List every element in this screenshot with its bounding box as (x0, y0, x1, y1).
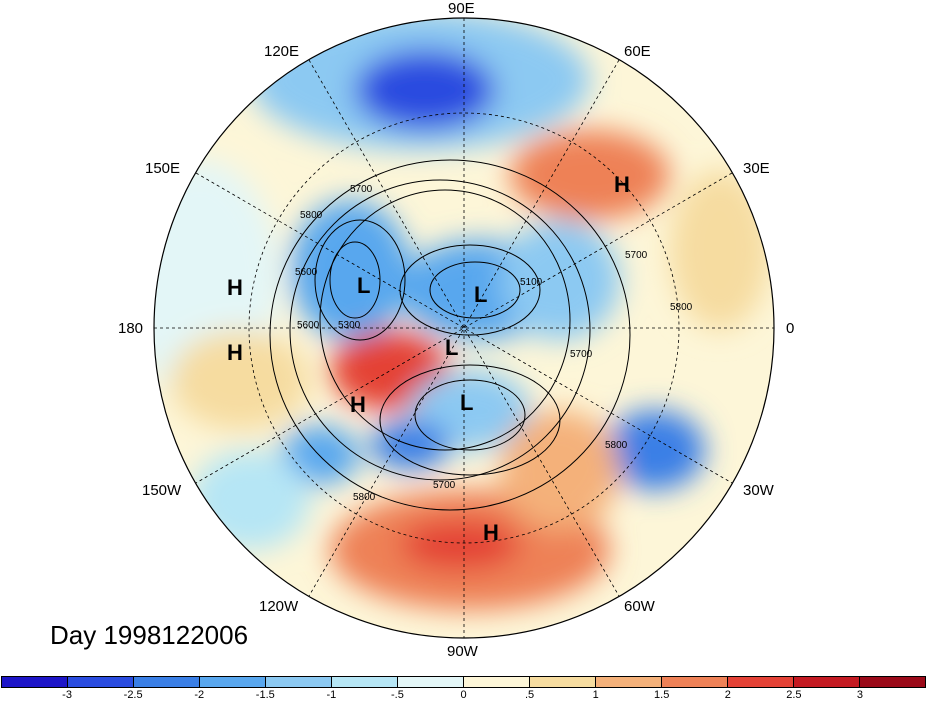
colorbar-swatch (200, 677, 266, 687)
contour-label: 5700 (350, 184, 373, 195)
high-pressure-label: H (483, 520, 499, 545)
colorbar-tick-label: -2 (194, 689, 205, 701)
contour-label: 5300 (338, 320, 361, 331)
contour-label: 5800 (353, 492, 376, 503)
low-pressure-label: L (474, 282, 487, 307)
lon-label-120e: 120E (264, 43, 300, 60)
low-pressure-label: L (445, 335, 458, 360)
colorbar-swatch (662, 677, 728, 687)
low-pressure-label: L (460, 390, 473, 415)
high-pressure-label: H (227, 275, 243, 300)
colorbar-swatch (134, 677, 200, 687)
lon-label-120w: 120W (259, 598, 299, 615)
colorbar-tick-label: 2 (724, 689, 731, 701)
pressure-centers: H H H H H L L L L (227, 172, 630, 545)
lon-label-150e: 150E (145, 160, 181, 177)
lon-label-180: 180 (118, 320, 144, 337)
colorbar-tick-label: -1 (326, 689, 337, 701)
lon-label-30w: 30W (743, 482, 774, 499)
height-contours (269, 159, 631, 511)
colorbar-tick-label: -1.5 (255, 689, 275, 701)
contour-label: 5600 (295, 267, 318, 278)
colorbar-tick-label: 3 (856, 689, 863, 701)
graticule (154, 18, 774, 638)
high-pressure-label: H (614, 172, 630, 197)
colorbar-swatch (68, 677, 134, 687)
colorbar-tick-label: .5 (524, 689, 535, 701)
high-pressure-label: H (350, 392, 366, 417)
colorbar-swatch (860, 677, 925, 687)
map-title: Day 1998122006 (50, 620, 249, 650)
lon-label-90w: 90W (447, 643, 478, 660)
contour-label: 5700 (625, 250, 648, 261)
contour-label: 5100 (520, 277, 543, 288)
colorbar-swatch (794, 677, 860, 687)
contour-label: 5700 (570, 349, 593, 360)
colorbar-tick-label: -3 (62, 689, 72, 701)
colorbar-tick-label: -2.5 (123, 689, 143, 701)
lon-label-60w: 60W (624, 598, 655, 615)
high-pressure-label: H (227, 340, 243, 365)
colorbar-tick-label: 1 (592, 689, 599, 701)
lon-label-30e: 30E (743, 160, 770, 177)
colorbar-swatch (2, 677, 68, 687)
contour-label: 5800 (605, 440, 628, 451)
lon-label-0: 0 (786, 320, 795, 337)
colorbar-swatch (530, 677, 596, 687)
contour-label: 5800 (670, 302, 693, 313)
colorbar (1, 676, 926, 688)
contour-label: 5700 (433, 480, 456, 491)
lon-label-60e: 60E (624, 43, 651, 60)
contour-label-group: 5700 5800 5600 5600 5300 5700 5700 5800 … (295, 184, 693, 503)
low-pressure-label: L (357, 273, 370, 298)
colorbar-swatch (398, 677, 464, 687)
colorbar-tick-label: 2.5 (786, 689, 802, 701)
contour-label: 5600 (297, 320, 320, 331)
colorbar-tick-label: -.5 (391, 689, 404, 701)
colorbar-swatch (596, 677, 662, 687)
globe-outline (153, 17, 775, 639)
colorbar-swatch (464, 677, 530, 687)
colorbar-tick-label: 1.5 (654, 689, 670, 701)
polar-map: 5700 5800 5600 5600 5300 5700 5700 5800 … (153, 17, 775, 639)
colorbar-swatch (266, 677, 332, 687)
colorbar-swatch (728, 677, 794, 687)
colorbar-swatch (332, 677, 398, 687)
colorbar-tick-label: 0 (460, 689, 467, 701)
lon-label-90e: 90E (448, 0, 475, 17)
lon-label-150w: 150W (142, 482, 182, 499)
contour-label: 5800 (300, 210, 323, 221)
